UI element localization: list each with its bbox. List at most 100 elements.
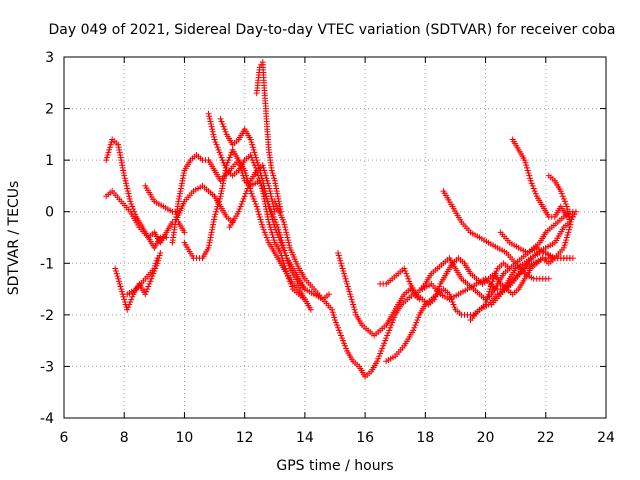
data-point (104, 151, 111, 158)
data-point (375, 355, 382, 362)
data-point (215, 146, 222, 153)
data-point (116, 280, 123, 287)
data-point (112, 268, 119, 275)
data-point (259, 162, 266, 169)
data-point (103, 157, 110, 164)
data-point (351, 306, 358, 313)
data-point (115, 275, 122, 282)
data-point (331, 314, 338, 321)
data-point (280, 219, 287, 226)
data-point (280, 247, 287, 254)
data-point (249, 144, 256, 151)
data-point (374, 358, 381, 365)
data-point (218, 188, 225, 195)
data-point (120, 167, 127, 174)
data-point (269, 216, 276, 223)
data-point (569, 208, 576, 215)
data-point (336, 255, 343, 262)
x-tick-label: 12 (236, 430, 254, 446)
data-point (287, 280, 294, 287)
data-point (241, 193, 248, 200)
data-point (406, 278, 413, 285)
data-point (108, 139, 115, 146)
data-point (272, 182, 279, 189)
data-point (263, 234, 270, 241)
x-tick-label: 22 (537, 430, 555, 446)
data-point (283, 229, 290, 236)
data-point (252, 200, 259, 207)
data-point (340, 268, 347, 275)
data-point (263, 175, 270, 182)
x-tick-label: 14 (296, 430, 314, 446)
data-point (270, 172, 277, 179)
data-point (343, 345, 350, 352)
x-tick-label: 10 (176, 430, 194, 446)
data-point (349, 298, 356, 305)
data-point (307, 306, 314, 313)
data-point (163, 234, 170, 241)
data-point (252, 154, 259, 161)
data-point (260, 164, 267, 171)
data-point (566, 226, 573, 233)
series-track-6 (169, 151, 332, 303)
data-point (126, 193, 133, 200)
data-point (181, 229, 188, 236)
data-point (216, 198, 223, 205)
data-point (325, 291, 332, 298)
data-point (342, 275, 349, 282)
data-point (151, 265, 158, 272)
data-point (148, 275, 155, 282)
data-point (248, 139, 255, 146)
data-point (176, 190, 183, 197)
data-point (218, 154, 225, 161)
data-point (485, 291, 492, 298)
data-point (283, 270, 290, 277)
data-point (558, 190, 565, 197)
data-point (244, 185, 251, 192)
data-point (213, 206, 220, 213)
data-point (211, 213, 218, 220)
data-point (128, 200, 135, 207)
data-point (282, 265, 289, 272)
data-point (175, 195, 182, 202)
data-point (264, 177, 271, 184)
data-point (557, 188, 564, 195)
series-track-22 (497, 208, 576, 262)
data-point (270, 219, 277, 226)
data-point (276, 237, 283, 244)
data-point (281, 221, 288, 228)
data-point (566, 255, 573, 262)
data-point (149, 273, 156, 280)
data-point (113, 270, 120, 277)
data-markers (103, 59, 579, 380)
data-point (206, 242, 213, 249)
data-point (241, 167, 248, 174)
data-point (521, 157, 528, 164)
y-tick-label: -4 (40, 411, 54, 427)
data-point (107, 141, 114, 148)
data-point (116, 146, 123, 153)
data-point (376, 353, 383, 360)
data-point (180, 172, 187, 179)
data-point (280, 257, 287, 264)
data-point (283, 268, 290, 275)
data-point (527, 177, 534, 184)
data-point (252, 151, 259, 158)
data-point (286, 242, 293, 249)
data-point (335, 249, 342, 256)
series-track-7 (172, 182, 236, 226)
data-point (560, 195, 567, 202)
data-point (210, 131, 217, 138)
data-point (254, 159, 261, 166)
data-point (266, 188, 273, 195)
data-point (208, 229, 215, 236)
data-point (238, 200, 245, 207)
data-point (414, 317, 421, 324)
x-axis-ticks: 6 8 10 12 14 16 18 20 22 24 (60, 57, 615, 446)
data-point (388, 322, 395, 329)
data-point (246, 180, 253, 187)
data-point (207, 118, 214, 125)
data-point (529, 182, 536, 189)
data-point (266, 185, 273, 192)
